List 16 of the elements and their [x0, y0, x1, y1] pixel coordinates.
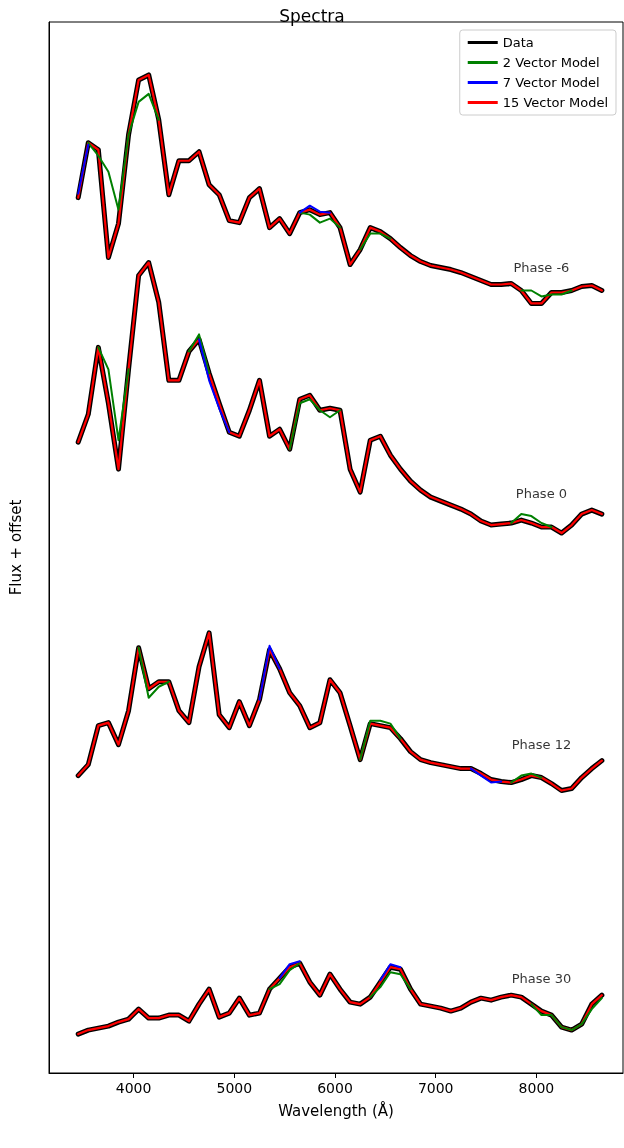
x-tick-label: 8000 [518, 1080, 555, 1096]
legend-label: 7 Vector Model [502, 75, 600, 90]
x-tick-label: 7000 [417, 1080, 454, 1096]
y-axis-title: Flux + offset [6, 499, 25, 596]
x-axis-title: Wavelength (Å) [278, 1100, 394, 1120]
annotation: Phase 0 [515, 486, 568, 502]
x-tick-label: 5000 [216, 1080, 253, 1096]
legend-label: 15 Vector Model [502, 95, 608, 110]
legend-label: 2 Vector Model [502, 55, 600, 70]
x-tick-label: 4000 [115, 1080, 152, 1096]
x-tick-label: 6000 [317, 1080, 353, 1096]
annotation: Phase -6 [513, 259, 570, 275]
annotation: Phase 12 [511, 736, 572, 752]
legend-label: Data [502, 35, 534, 50]
annotation: Phase 30 [511, 971, 572, 987]
chart-title: Spectra [279, 5, 345, 26]
